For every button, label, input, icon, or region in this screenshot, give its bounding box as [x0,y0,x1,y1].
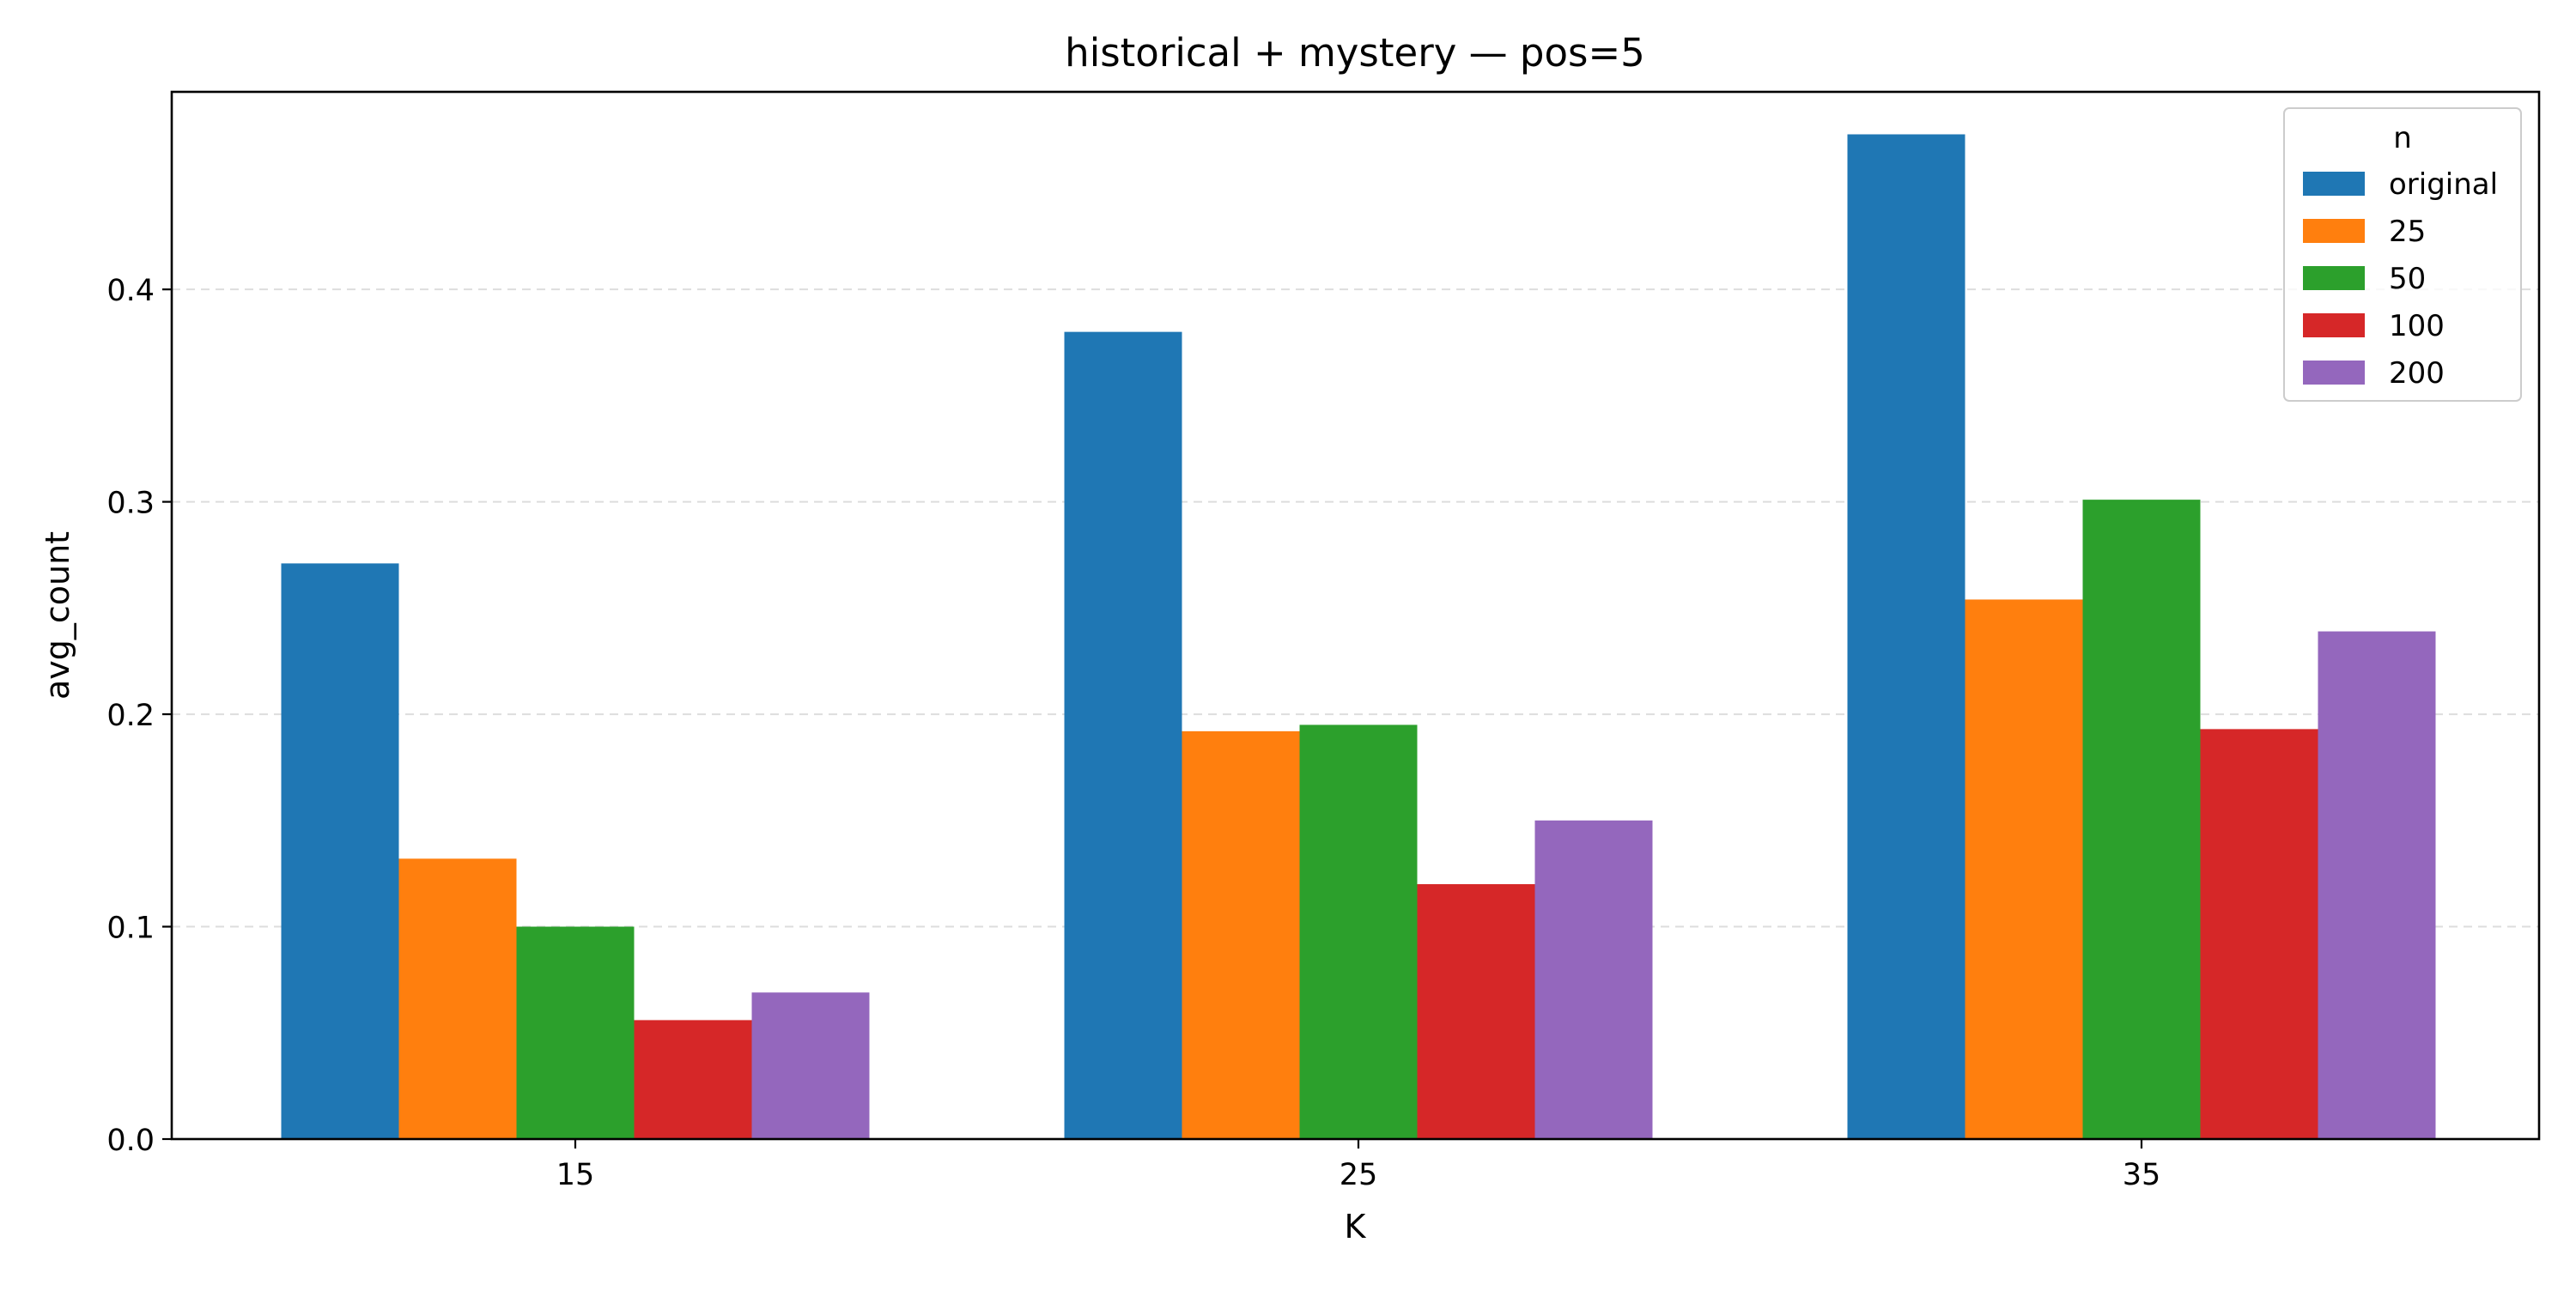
chart-title: historical + mystery — pos=5 [1065,30,1645,76]
bar [281,563,399,1139]
bar [751,992,870,1139]
legend-swatch [2303,361,2365,385]
legend-label: 25 [2389,215,2426,249]
legend-label: original [2389,167,2498,202]
legend-swatch [2303,266,2365,290]
bar [1847,134,1965,1139]
legend: n original 25 50 100 200 [2283,107,2522,402]
legend-swatch [2303,172,2365,196]
legend-title: n [2393,121,2412,155]
y-tick-label: 0.1 [106,912,155,946]
bar [2318,631,2436,1139]
bars [281,134,2436,1139]
legend-swatch [2303,313,2365,337]
bar [1965,599,2083,1139]
bar [634,1020,752,1139]
bar [2200,729,2318,1139]
y-tick-label: 0.0 [106,1124,155,1158]
y-tick-label: 0.3 [106,487,155,521]
bar [1182,730,1300,1139]
bar [398,858,517,1139]
plot-frame [170,90,2541,1141]
x-tick-label: 35 [2123,1158,2161,1192]
bar [516,926,635,1139]
legend-swatch [2303,219,2365,243]
axes: 0.0 0.1 0.2 0.3 0.4 15 25 35 [106,274,2160,1192]
bar [1417,884,1535,1139]
bar [1534,820,1653,1139]
y-tick-label: 0.4 [106,274,155,308]
legend-label: 50 [2389,262,2426,296]
x-tick-label: 25 [1340,1158,1378,1192]
legend-items: original 25 50 100 200 [2303,167,2498,391]
x-axis-label: K [1345,1208,1367,1246]
bar [1299,724,1418,1139]
y-axis-label: avg_count [39,531,76,700]
legend-label: 200 [2389,356,2445,391]
bar [1064,331,1182,1139]
x-tick-label: 15 [556,1158,595,1192]
y-tick-label: 0.2 [106,699,155,733]
legend-label: 100 [2389,309,2445,343]
bar [2082,500,2201,1139]
